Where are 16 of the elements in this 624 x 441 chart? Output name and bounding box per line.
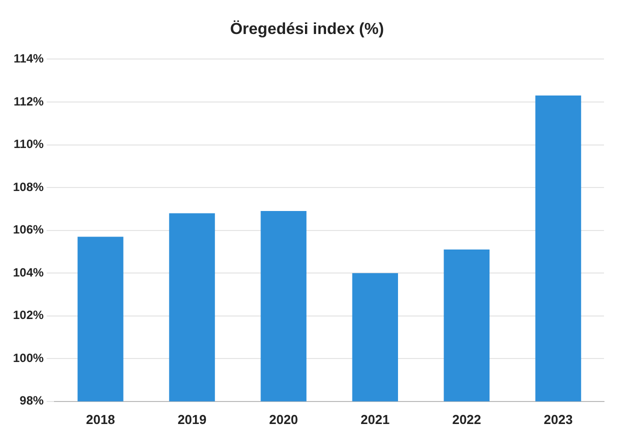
y-tick-label: 110%: [14, 137, 44, 152]
x-tick-label: 2022: [452, 412, 482, 427]
y-tick-label: 112%: [14, 94, 44, 108]
x-tick-label: 2018: [86, 412, 115, 427]
y-tick-label: 100%: [12, 350, 44, 365]
y-tick-label: 102%: [12, 308, 44, 322]
x-tick-label: 2021: [360, 412, 390, 427]
y-tick-label: 106%: [12, 222, 44, 237]
y-tick-label: 114%: [14, 52, 44, 66]
y-tick-label: 98%: [20, 394, 44, 408]
y-tick-label: 108%: [12, 180, 44, 194]
chart-title: Öregedési index (%): [230, 20, 384, 38]
x-tick-label: 2020: [269, 412, 298, 427]
y-tick-label: 104%: [12, 265, 44, 280]
x-tick-label: 2023: [544, 412, 573, 427]
x-tick-label: 2019: [178, 412, 206, 427]
